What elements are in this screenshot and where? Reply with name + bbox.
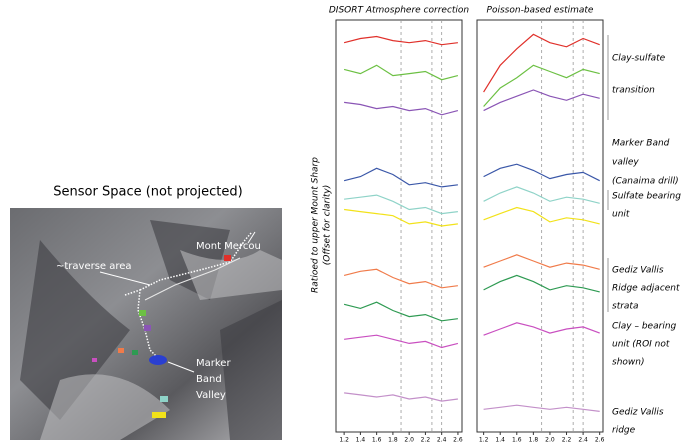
image-label: ~traverse area [56, 261, 132, 272]
x-tick-label: 1.4 [356, 437, 366, 444]
spectrum-line [483, 64, 600, 107]
spectrum-line [343, 64, 459, 81]
spectrum-line [483, 322, 600, 336]
traverse-line [144, 257, 241, 301]
spectrum-line [483, 33, 600, 93]
group-label: Gediz Vallis [612, 266, 664, 276]
group-label: strata [612, 302, 638, 312]
group-label: unit [612, 210, 630, 220]
spectrum-line [483, 404, 600, 412]
spectrum-line [344, 392, 458, 402]
group-label: (Canaima drill) [612, 177, 679, 187]
x-tick-label: 1.2 [339, 437, 349, 444]
plot-frame [335, 19, 463, 433]
x-tick-label: 1.2 [479, 437, 489, 444]
plot-frame [476, 19, 604, 433]
spectrum-line [483, 254, 600, 270]
x-tick-label: 2.4 [578, 437, 588, 444]
leader [99, 271, 151, 286]
group-label: Marker Band [612, 139, 670, 149]
leader [167, 361, 195, 373]
spectrum-line [483, 186, 600, 204]
x-tick-label: 2.0 [404, 437, 414, 444]
image-title: Sensor Space (not projected) [53, 185, 242, 200]
terrain-light [40, 250, 282, 440]
x-tick-label: 1.6 [372, 437, 382, 444]
spectrum-line [344, 208, 458, 227]
roi [144, 325, 151, 331]
group-label: Gediz Vallis [612, 408, 664, 418]
x-tick-label: 2.6 [595, 437, 605, 444]
x-tick-label: 2.2 [421, 437, 431, 444]
image-label: Mont Mercou [196, 241, 261, 252]
roi [92, 358, 97, 362]
chart-title: DISORT Atmosphere correction [329, 6, 470, 16]
roi [160, 396, 168, 402]
x-tick-label: 2.0 [545, 437, 555, 444]
group-label: Clay-sulfate [612, 54, 666, 64]
x-tick-label: 1.4 [495, 437, 505, 444]
image-label: Band [196, 374, 222, 385]
leader [247, 231, 256, 244]
traverse-path [124, 231, 253, 361]
chart-title: Poisson-based estimate [487, 6, 594, 16]
group-label: unit (ROI not [612, 340, 670, 350]
roi [132, 350, 138, 355]
spectrum-line [483, 274, 600, 293]
group-label: Ridge adjacent [612, 284, 680, 294]
group-label: Clay – bearing [612, 322, 677, 332]
x-tick-label: 1.8 [388, 437, 398, 444]
group-label: shown) [612, 358, 644, 368]
group-label: valley [612, 158, 639, 168]
image-label: Marker [196, 358, 231, 369]
spectrum-line [344, 194, 458, 215]
roi [224, 255, 231, 261]
x-tick-label: 2.6 [453, 437, 463, 444]
x-tick-label: 1.8 [529, 437, 539, 444]
image-label: Valley [196, 390, 226, 401]
roi [139, 310, 146, 316]
spectrum-line [343, 35, 458, 46]
roi [149, 355, 167, 365]
spectrum-line [343, 268, 458, 289]
x-tick-label: 2.2 [562, 437, 572, 444]
group-label: ridge [612, 426, 636, 436]
spectrum-line [483, 206, 600, 225]
group-label: Sulfate bearing [612, 192, 681, 202]
roi [152, 412, 166, 418]
spectrum-line [483, 89, 600, 112]
group-label: transition [612, 86, 655, 96]
spectrum-line [343, 301, 458, 322]
y-axis-label: Ratioed to upper Mount Sharp [311, 157, 321, 293]
spectrum-line [344, 101, 459, 116]
x-tick-label: 1.6 [512, 437, 522, 444]
x-tick-label: 2.4 [437, 437, 447, 444]
spectrum-line [483, 163, 600, 182]
spectrum-line [343, 167, 458, 188]
spectrum-line [344, 334, 459, 349]
roi [118, 348, 124, 353]
y-axis-label: (Offset for clarity) [323, 185, 333, 265]
